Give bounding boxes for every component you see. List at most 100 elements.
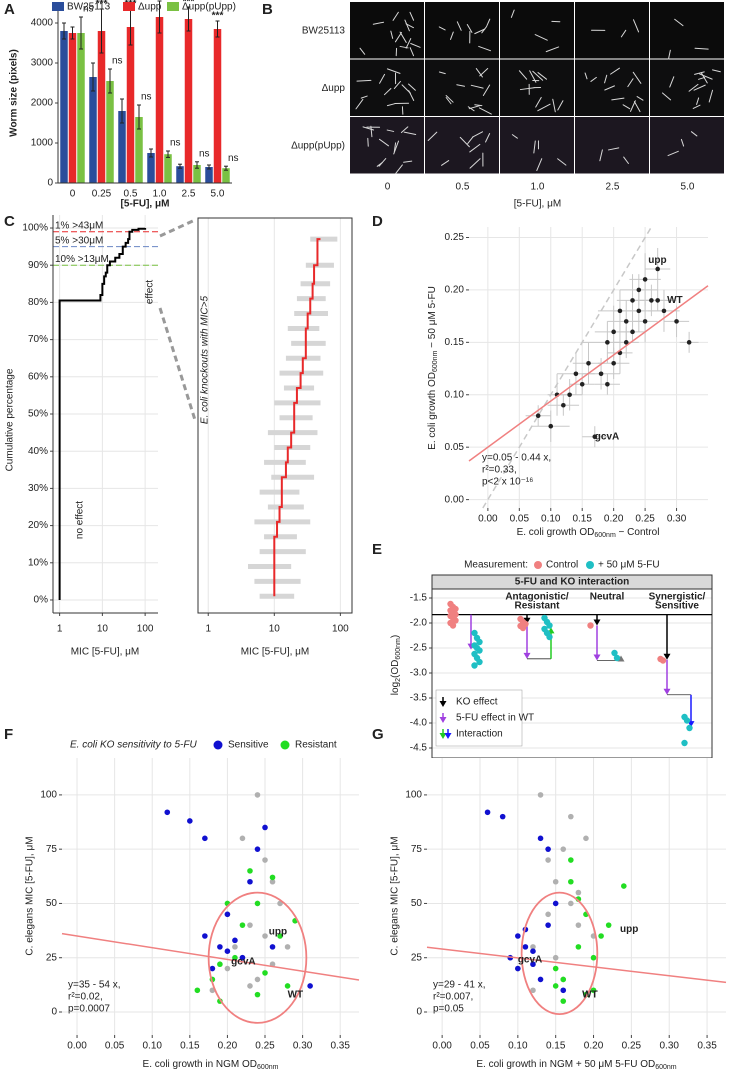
legend-label: Resistant (295, 740, 337, 751)
worm-image (350, 2, 424, 59)
x-axis-title: MIC [5-FU], μM (241, 647, 310, 658)
panel-letter: F (4, 726, 13, 743)
worm-image (650, 117, 724, 174)
y-axis-title-part: E. coli growth OD (427, 372, 438, 450)
point (262, 970, 268, 976)
worm (611, 97, 625, 101)
x-tick-label: 0.20 (218, 1041, 238, 1052)
x-tick-label: 2.5 (182, 189, 196, 200)
y-tick-label: -4.5 (410, 743, 428, 754)
worm (610, 67, 620, 75)
worm (474, 104, 483, 107)
bar (155, 17, 164, 183)
y-tick-label: 0 (416, 1007, 422, 1018)
x-tick-label: 1 (205, 624, 211, 635)
worm (386, 68, 401, 74)
bar (68, 33, 77, 183)
x-tick-label: 0.00 (478, 514, 498, 525)
worm (712, 69, 721, 73)
y-tick-label: 0.25 (445, 232, 465, 243)
panel-letter: D (372, 213, 383, 230)
y-tick-label: 0 (51, 1007, 57, 1018)
x-tick-label: 0.05 (510, 514, 530, 525)
worm (607, 147, 620, 151)
y-tick-label: 75 (411, 844, 423, 855)
worm (467, 136, 474, 145)
worm (445, 95, 454, 103)
threshold-label: 10% >13μM (55, 254, 109, 265)
point (217, 944, 223, 950)
worm (470, 84, 484, 89)
point (583, 835, 589, 842)
point (560, 846, 567, 852)
point (254, 846, 261, 852)
ko-arrow-head (593, 619, 601, 626)
point-label: upp (648, 255, 666, 266)
legend-arrow-head (439, 717, 447, 723)
worm (409, 11, 415, 21)
x-axis-title-part: 600nm (655, 1064, 677, 1071)
legend-label: BW25113 (67, 2, 111, 13)
legend-title: E. coli KO sensitivity to 5-FU (70, 740, 197, 751)
y-tick-label: 0.10 (445, 389, 465, 400)
point (247, 868, 253, 874)
x-tick-label: 0.30 (659, 1041, 679, 1052)
x-axis-title: MIC [5-FU], μM (71, 647, 140, 658)
legend-label: Δupp (138, 2, 162, 13)
x-tick-label: 0.25 (92, 189, 112, 200)
y-tick-label: -3.0 (410, 668, 428, 679)
worm (690, 131, 698, 137)
worm (545, 46, 560, 53)
point (530, 987, 536, 994)
worm (537, 72, 548, 80)
point (202, 835, 208, 842)
ko-arrow-head (523, 617, 531, 624)
point (642, 319, 648, 324)
worm (533, 140, 536, 154)
y-tick-label: 25 (46, 952, 58, 963)
point (613, 654, 621, 662)
point (202, 933, 208, 939)
point (239, 835, 246, 842)
worm (359, 47, 366, 55)
bar (193, 165, 201, 183)
legend-swatch (123, 2, 135, 11)
worm (485, 133, 491, 143)
worm (467, 106, 475, 112)
equation: p<2 x 10⁻¹⁶ (482, 477, 533, 488)
y-axis-title: E. coli knockouts with MIC>5 (200, 296, 211, 425)
worm (584, 72, 588, 80)
worm (378, 138, 389, 147)
x-tick-label: 100 (137, 624, 154, 635)
worm (404, 19, 410, 32)
point (623, 340, 629, 345)
worm (693, 84, 706, 91)
worm (599, 149, 603, 162)
point (568, 857, 574, 863)
x-tick-label: 0.5 (124, 189, 138, 200)
worm (636, 96, 644, 101)
point (254, 991, 261, 998)
point (545, 911, 551, 918)
point (254, 976, 261, 983)
worm (405, 38, 412, 49)
worm (479, 68, 489, 77)
point (642, 277, 648, 282)
ellipse (207, 891, 308, 1024)
point (232, 944, 238, 950)
x-tick-label: 0.00 (432, 1041, 452, 1052)
y-tick-label: 60% (28, 371, 48, 382)
worm (481, 25, 488, 34)
x-tick-label: 5.0 (211, 189, 225, 200)
y-tick-label: 0.05 (445, 442, 465, 453)
legend-swatch (167, 2, 179, 11)
point (476, 647, 483, 654)
point-label: WT (667, 295, 683, 306)
worm (399, 45, 409, 49)
worm (633, 101, 641, 113)
worm (393, 80, 401, 90)
y-axis-title-part: log (390, 682, 401, 695)
worm (536, 158, 543, 172)
x-tick-label: 1.0 (153, 189, 167, 200)
point (530, 948, 536, 955)
